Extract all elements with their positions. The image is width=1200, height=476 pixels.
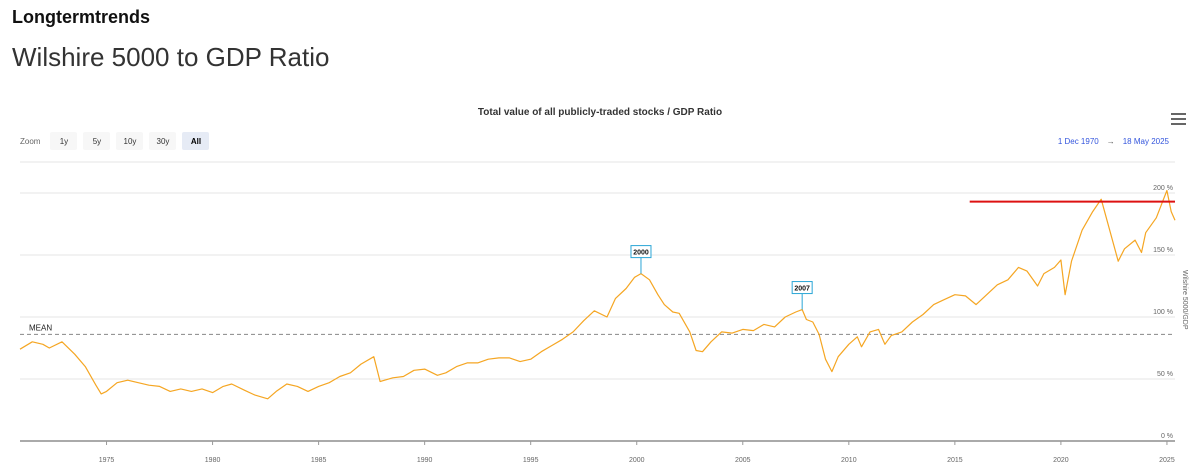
- x-tick-label: 2000: [629, 457, 645, 464]
- mean-label: MEAN: [29, 323, 52, 332]
- x-tick-label: 2025: [1159, 457, 1175, 464]
- series-line: [19, 189, 1176, 400]
- flag-box: [791, 281, 813, 295]
- zoom-bar: Zoom 1y 5y 10y 30y All: [20, 132, 210, 150]
- flag-label: 2007: [794, 286, 810, 293]
- zoom-30y-button[interactable]: 30y: [149, 132, 177, 150]
- zoom-label: Zoom: [20, 136, 41, 146]
- x-tick-label: 1985: [311, 457, 327, 464]
- y-tick-label: 0 %: [1161, 433, 1173, 440]
- event-flags: 2000 2007: [630, 245, 813, 310]
- hamburger-menu-icon[interactable]: [1171, 112, 1187, 126]
- x-tick-label: 1995: [523, 457, 539, 464]
- zoom-all-button[interactable]: All: [182, 132, 210, 150]
- x-tick-label: 1980: [205, 457, 221, 464]
- flag-label: 2000: [633, 250, 649, 257]
- y-axis-label: Wilshire 5000/GDP: [1181, 270, 1188, 330]
- x-tick-label: 1990: [417, 457, 433, 464]
- x-axis-ticks: 1975 1980 1985 1990 1995 2000 2005 2010 2015 2020…: [99, 441, 1175, 464]
- x-tick-label: 2005: [735, 457, 751, 464]
- zoom-5y-button[interactable]: 5y: [83, 132, 111, 150]
- zoom-10y-button[interactable]: 10y: [116, 132, 144, 150]
- x-tick-label: 2010: [841, 457, 857, 464]
- range-from-input[interactable]: 1 Dec 1970: [1057, 137, 1099, 146]
- date-range: 1 Dec 1970 → 18 May 2025: [1058, 137, 1169, 146]
- y-tick-label: 150 %: [1153, 247, 1173, 254]
- grid-lines: [20, 161, 1175, 442]
- chart-title: Total value of all publicly-traded stock…: [477, 107, 723, 118]
- range-to-input[interactable]: 18 May 2025: [1122, 137, 1169, 146]
- y-tick-label: 200 %: [1153, 185, 1173, 192]
- x-tick-label: 2015: [947, 457, 963, 464]
- site-brand[interactable]: Longtermtrends: [12, 7, 151, 27]
- y-tick-label: 100 %: [1153, 309, 1173, 316]
- zoom-1y-button[interactable]: 1y: [50, 132, 78, 150]
- flag-box: [630, 245, 652, 259]
- x-tick-label: 2020: [1053, 457, 1069, 464]
- x-tick-label: 1975: [99, 457, 115, 464]
- page-title: Wilshire 5000 to GDP Ratio: [12, 42, 330, 72]
- y-axis-ticks: 0 % 50 % 100 % 150 % 200 %: [1153, 185, 1173, 440]
- y-tick-label: 50 %: [1157, 371, 1173, 378]
- range-arrow-icon: →: [1106, 137, 1115, 146]
